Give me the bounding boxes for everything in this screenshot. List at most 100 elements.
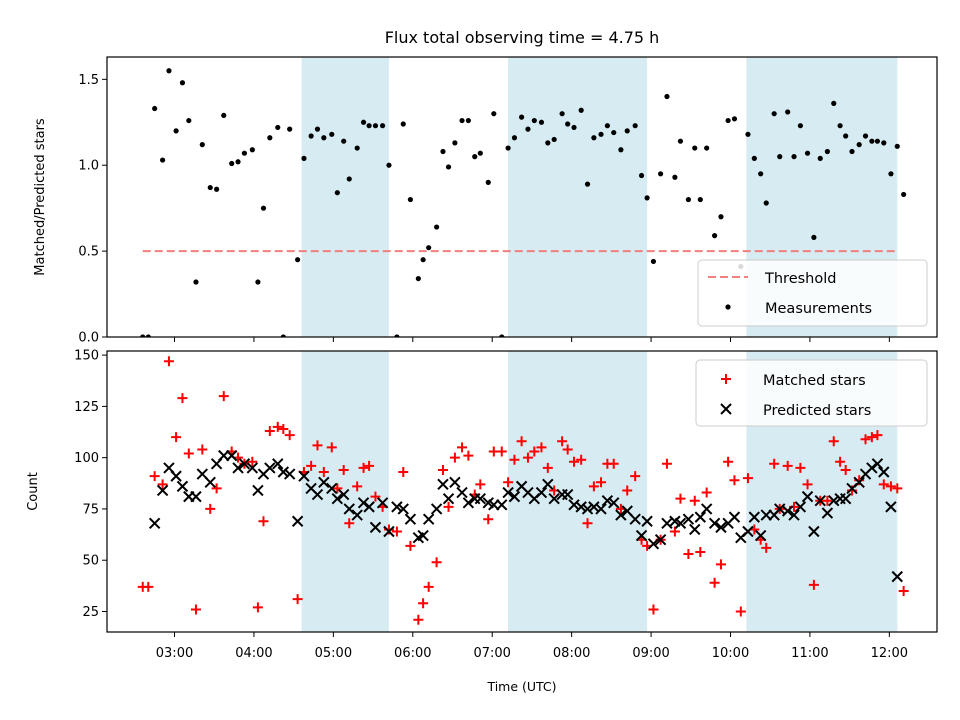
x-tick-label: 10:00 [712, 646, 749, 661]
predicted-stars-point [391, 501, 403, 513]
y-tick-label: 100 [74, 451, 99, 466]
matched-stars-point [457, 442, 468, 453]
predicted-stars-point [839, 492, 852, 505]
matched-stars-point [318, 467, 329, 478]
matched-stars-point [729, 475, 740, 486]
matched-stars-point [475, 479, 486, 490]
measurement-point [346, 176, 352, 182]
matched-stars-point [742, 473, 753, 484]
measurement-point [725, 117, 731, 124]
matched-stars-point [828, 436, 839, 447]
y-axis-label: Matched/Predicted stars [33, 118, 48, 276]
measurement-point [354, 145, 360, 151]
measurement-point [650, 258, 657, 265]
predicted-stars-point [190, 490, 202, 503]
measurement-point [287, 126, 293, 132]
measurement-point [545, 140, 551, 146]
predicted-stars-point [788, 509, 800, 521]
matched-stars-point [802, 479, 813, 490]
predicted-stars-point [814, 495, 826, 507]
measurement-point [894, 143, 900, 149]
matched-stars-point [675, 493, 686, 504]
matched-stars-point [689, 495, 700, 506]
y-tick-label: 1.5 [78, 73, 99, 88]
legend-matched-label: Matched stars [763, 373, 866, 389]
measurement-point [275, 124, 281, 131]
predicted-stars-point [891, 570, 903, 583]
matched-stars-point [284, 430, 295, 441]
matched-stars-point [542, 462, 553, 473]
predicted-stars-point [351, 509, 363, 521]
predicted-stars-point [542, 478, 554, 491]
measurement-point [179, 80, 186, 86]
predicted-stars-point [708, 517, 721, 529]
measurement-point [505, 145, 511, 151]
measurement-point [420, 257, 426, 263]
x-tick-label: 03:00 [156, 646, 193, 661]
predicted-stars-point [369, 521, 382, 534]
matched-stars-point [878, 479, 889, 490]
predicted-stars-point [449, 476, 461, 488]
y-tick-label: 75 [82, 502, 99, 517]
observing-window-1 [301, 351, 389, 632]
measurement-point [559, 111, 565, 117]
measurement-point [249, 147, 255, 153]
legend-measurements-label: Measurements [765, 301, 872, 317]
matched-stars-point [669, 526, 680, 537]
measurement-point [538, 119, 545, 125]
measurement-point [862, 133, 869, 139]
matched-stars-point [509, 454, 520, 465]
matched-stars-point [163, 356, 174, 367]
predicted-stars-point [700, 503, 713, 515]
measurement-point [193, 279, 199, 285]
matched-stars-point [247, 456, 258, 467]
predicted-stars-point [674, 517, 687, 529]
matched-stars-point [529, 446, 540, 457]
predicted-stars-point [437, 478, 449, 491]
x-tick-label: 05:00 [315, 646, 352, 661]
measurement-point [301, 155, 307, 161]
measurement-point [745, 131, 751, 137]
matched-stars-point [582, 518, 593, 529]
predicted-stars-point [291, 515, 304, 527]
matched-stars-point [536, 442, 547, 453]
matched-stars-point [312, 440, 323, 451]
measurement-point [849, 148, 855, 155]
measurement-point [704, 145, 710, 151]
predicted-stars-point [595, 503, 607, 515]
predicted-stars-point [794, 501, 807, 513]
predicted-stars-point [283, 468, 296, 480]
matched-stars-point [183, 448, 194, 459]
measurement-point [638, 172, 645, 179]
measurement-point [207, 184, 213, 191]
bottom-axes-frame [106, 350, 938, 633]
predicted-stars-point [232, 462, 244, 474]
predicted-stars-point [647, 538, 660, 550]
matched-stars-point [306, 460, 317, 471]
matched-stars-point [608, 458, 619, 469]
matched-stars-point [370, 491, 381, 502]
matched-stars-point [344, 518, 355, 529]
measurement-point [380, 123, 386, 129]
measurement-point [334, 190, 340, 196]
predicted-stars-point [238, 458, 251, 470]
matched-stars-point [503, 477, 514, 488]
matched-stars-point [872, 430, 883, 441]
y-tick-label: 1.0 [78, 159, 99, 174]
x-tick-label: 04:00 [235, 646, 272, 661]
predicted-stars-point [694, 511, 707, 523]
predicted-stars-point [462, 497, 475, 509]
matched-stars-point [648, 604, 659, 615]
predicted-stars-point [357, 497, 370, 509]
legend-measurements-swatch [725, 304, 731, 310]
matched-stars-point [437, 464, 448, 475]
measurement-point [491, 111, 497, 117]
predicted-stars-point [748, 511, 761, 523]
predicted-stars-point [682, 513, 695, 525]
predicted-stars-point [535, 486, 548, 499]
measurement-point [400, 121, 406, 127]
measurement-point [199, 142, 205, 148]
predicted-stars-point [456, 486, 468, 499]
measurement-point [321, 135, 327, 141]
